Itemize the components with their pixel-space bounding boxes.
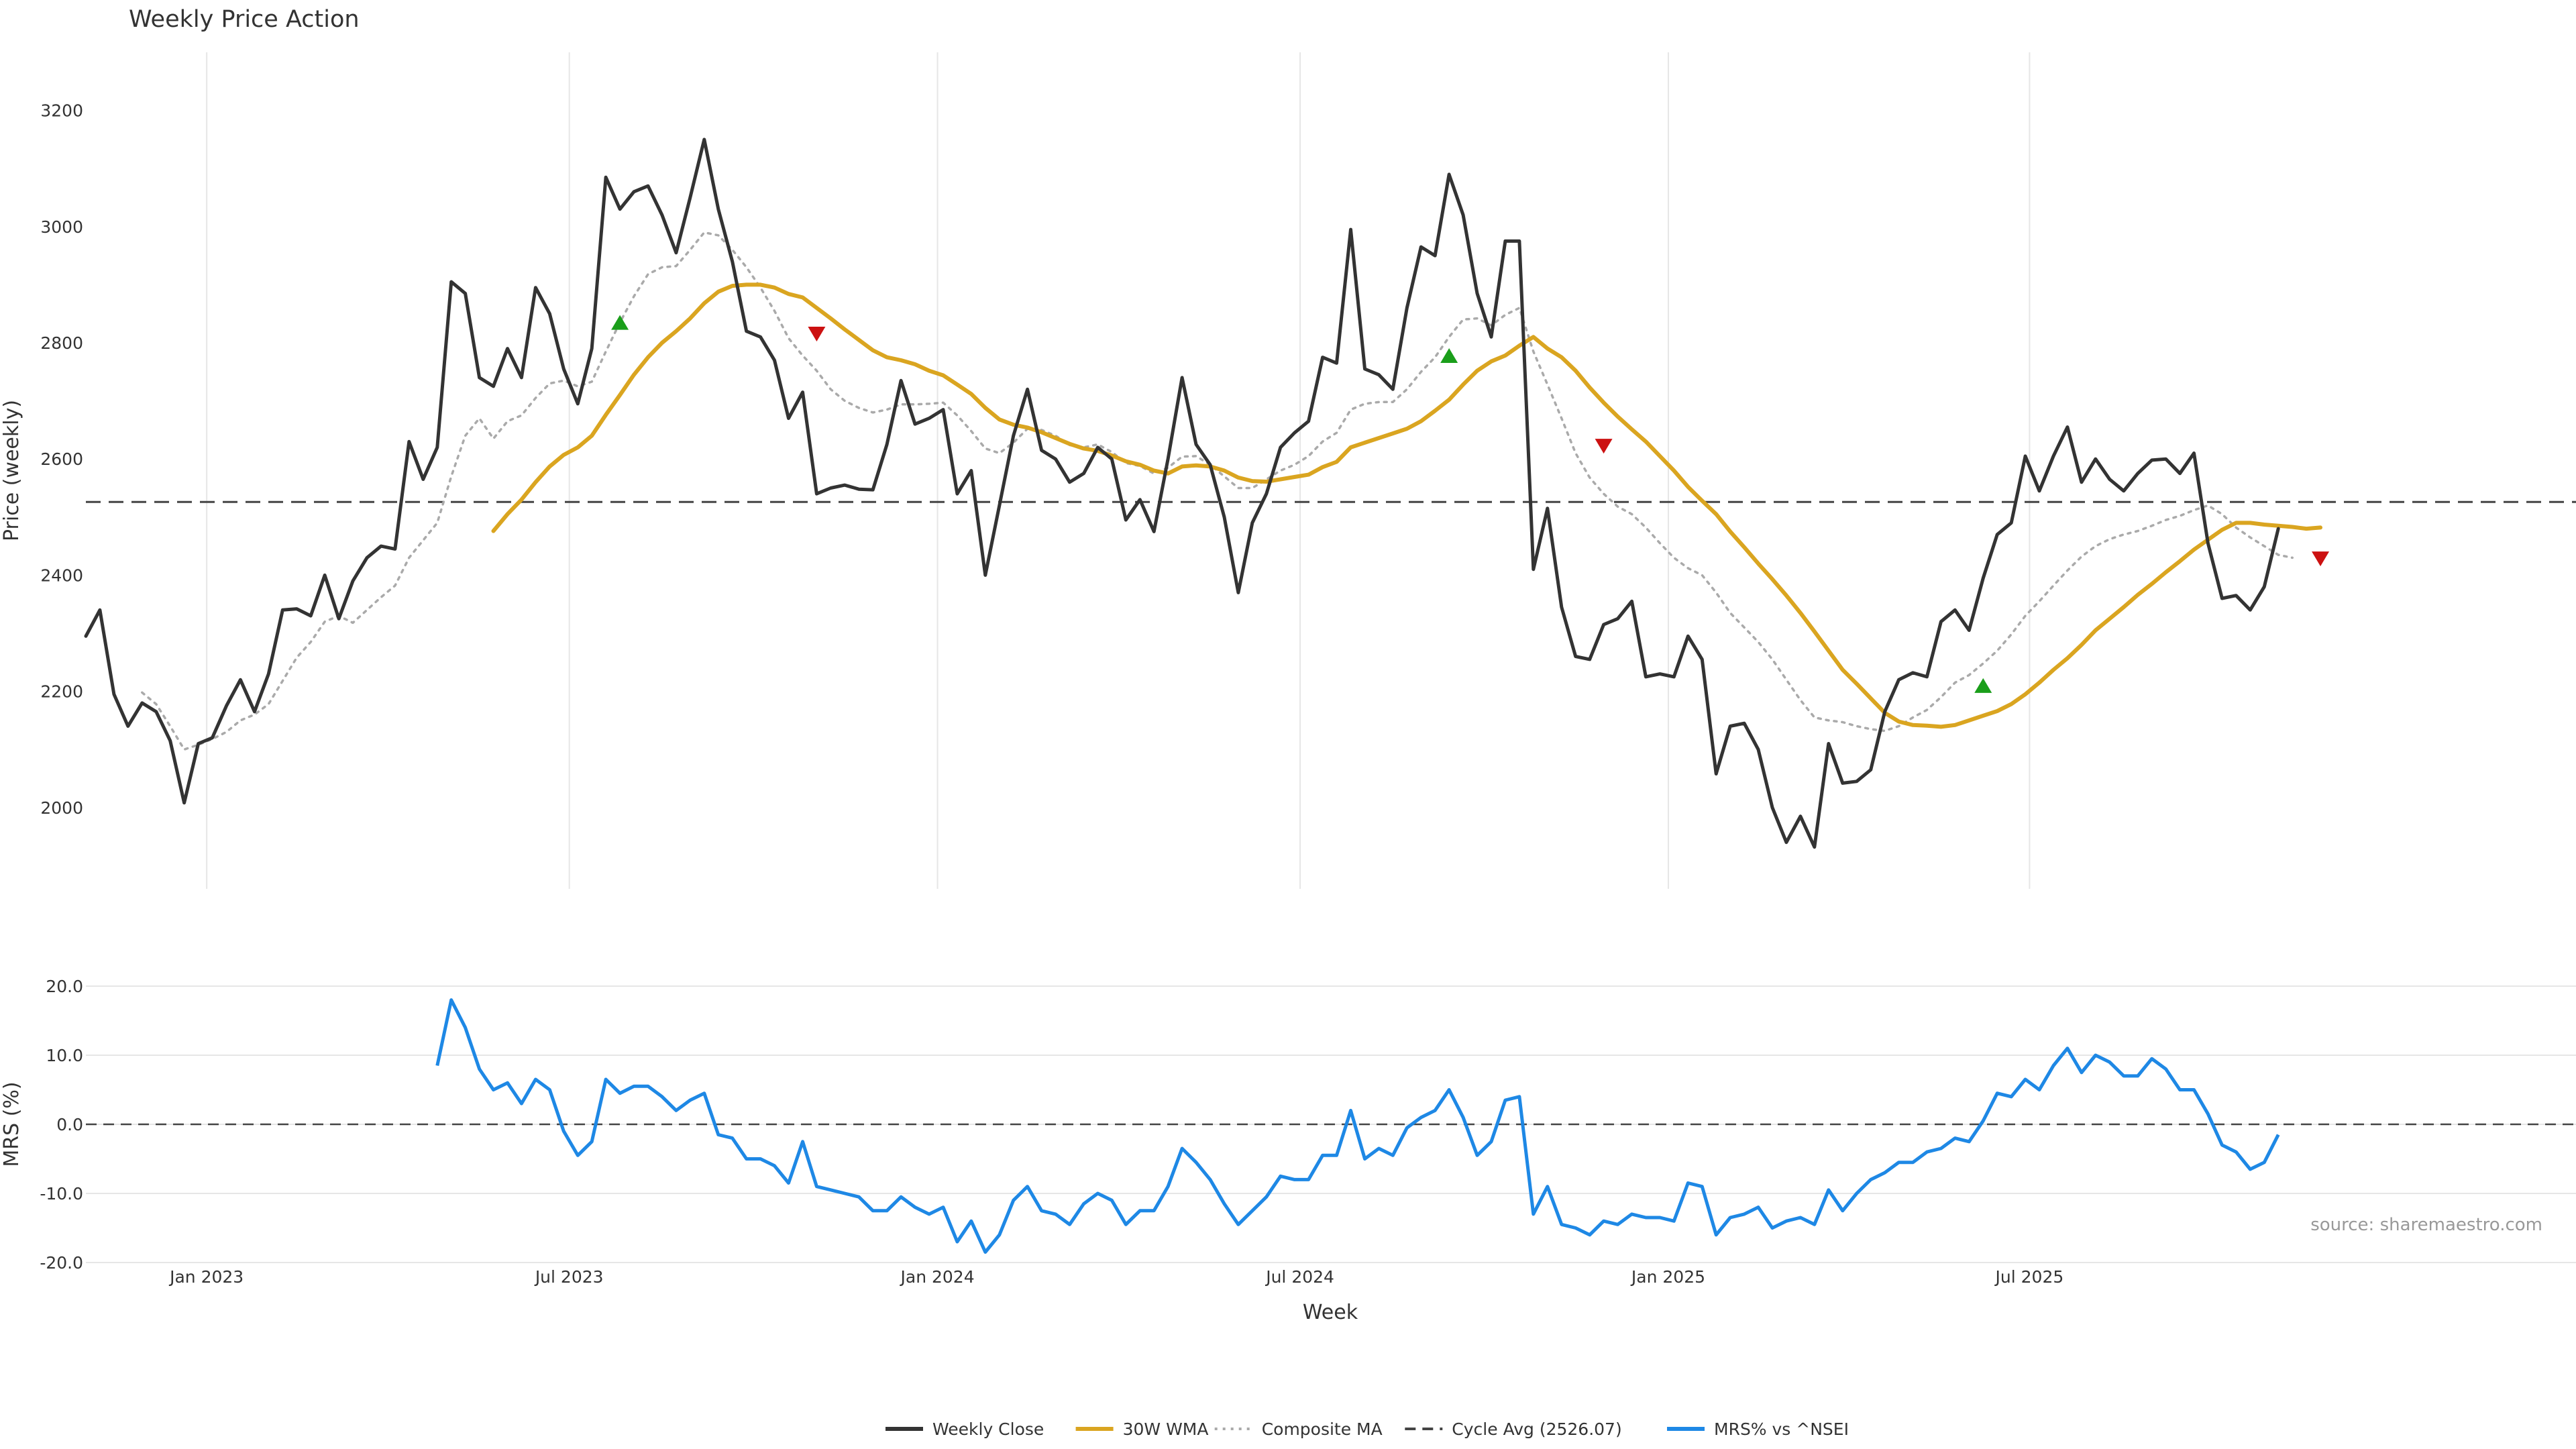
mrs-panel: 20.0 10.0 0.0 -10.0 -20.0 MRS (%) source: sh… [0,977,2576,1273]
sell-signal-marker [808,326,826,341]
source-note: source: sharemaestro.com [2310,1215,2542,1235]
price-panel: 2000 2200 2400 2600 2800 3000 3200 Weekly Pric… [0,6,2576,889]
mrs-y-tick-label: 10.0 [46,1046,83,1065]
x-tick-label: Jan 2024 [900,1267,975,1287]
price-series [84,138,2322,849]
x-tick-label: Jul 2023 [534,1267,604,1287]
price-y-tick-label: 2200 [40,682,83,702]
legend-label: 30W WMA [1123,1419,1209,1439]
chart-title: Weekly Price Action [129,6,360,33]
legend-item: Weekly Close [885,1419,1044,1439]
x-tick-label: Jul 2025 [1994,1267,2064,1287]
buy-signal-marker [1974,678,1992,693]
x-axis-label: Week [1303,1301,1358,1324]
mrs-y-axis-label: MRS (%) [0,1081,23,1167]
weekly-close-line [84,138,2280,849]
mrs-panel-grid [86,985,2576,1263]
legend-label: Cycle Avg (2526.07) [1452,1419,1621,1439]
signal-markers [611,315,2330,693]
price-y-tick-label: 2800 [40,333,83,353]
price-y-tick-label: 3200 [40,101,83,121]
legend-item: Composite MA [1214,1419,1383,1439]
wma-30w-line [491,282,2322,729]
legend-item: 30W WMA [1075,1419,1209,1439]
legend-item: MRS% vs ^NSEI [1667,1419,1849,1439]
legend-item: Cycle Avg (2526.07) [1405,1419,1622,1439]
price-y-axis: 2000 2200 2400 2600 2800 3000 3200 [40,101,83,818]
x-tick-label: Jul 2024 [1265,1267,1334,1287]
buy-signal-marker [1440,348,1458,364]
price-y-tick-label: 2400 [40,566,83,585]
sell-signal-marker [1595,439,1613,454]
price-y-tick-label: 2600 [40,449,83,469]
legend-label: Weekly Close [932,1419,1044,1439]
price-y-tick-label: 3000 [40,217,83,237]
x-tick-label: Jan 2025 [1630,1267,1705,1287]
mrs-y-tick-label: 20.0 [46,977,83,996]
legend-label: Composite MA [1262,1419,1383,1439]
legend-label: MRS% vs ^NSEI [1714,1419,1849,1439]
price-y-axis-label: Price (weekly) [0,400,23,541]
x-axis: Jan 2023 Jul 2023 Jan 2024 Jul 2024 Jan 2025… [168,1267,2063,1287]
buy-signal-marker [611,315,629,330]
price-panel-grid [206,52,2031,889]
sell-signal-marker [2312,551,2330,567]
mrs-series [435,998,2280,1254]
mrs-y-tick-label: -10.0 [40,1184,83,1203]
mrs-line [435,998,2280,1254]
legend: Weekly Close 30W WMA Composite MA Cycle Avg… [885,1419,1849,1439]
price-y-tick-label: 2000 [40,798,83,818]
mrs-y-tick-label: 0.0 [56,1115,83,1134]
x-tick-label: Jan 2023 [168,1267,244,1287]
mrs-y-axis: 20.0 10.0 0.0 -10.0 -20.0 [40,977,83,1273]
mrs-y-tick-label: -20.0 [40,1253,83,1273]
composite-ma-line [141,231,2294,751]
